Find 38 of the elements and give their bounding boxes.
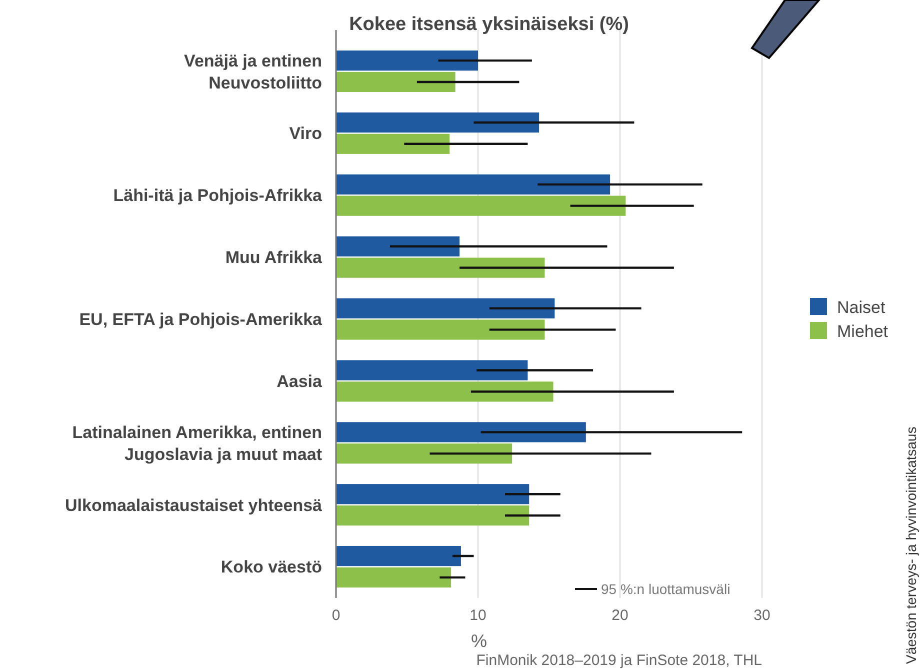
y-tick-label: Lähi-itä ja Pohjois-Afrikka (113, 186, 323, 206)
legend-label: Miehet (837, 322, 888, 341)
bar (336, 484, 530, 504)
bar (336, 422, 586, 442)
bar (336, 382, 554, 402)
x-tick-label: 20 (612, 607, 628, 624)
bar (336, 360, 528, 380)
y-tick-label: Muu Afrikka (225, 248, 323, 268)
bar (336, 546, 461, 566)
x-tick-label: 30 (754, 607, 770, 624)
bar (336, 174, 610, 194)
chart-title: Kokee itsensä yksinäiseksi (%) (349, 14, 629, 35)
text: Väestön terveys- ja hyvinvointikatsaus (903, 426, 919, 664)
text: FinMonik 2018–2019 ja FinSote 2018, THL (476, 652, 762, 669)
y-tick-label: Aasia (276, 372, 323, 391)
bar (336, 567, 452, 588)
y-tick-label: Viro (289, 124, 322, 144)
bar (336, 112, 540, 133)
bar (336, 320, 545, 340)
y-tick-label: Venäjä ja entinen Neuvostoliitto (184, 51, 322, 92)
x-tick-label: 0 (332, 607, 340, 624)
annotation: 95 %:n luottamusväli (601, 581, 730, 597)
bar (336, 505, 530, 526)
bar (336, 196, 626, 216)
x-axis-title: % (470, 631, 488, 651)
x-tick-label: 10 (470, 607, 486, 624)
y-tick-label: EU, EFTA ja Pohjois-Amerikka (79, 310, 323, 329)
bar (336, 134, 450, 154)
legend-label: Naiset (837, 298, 886, 317)
bar (336, 50, 478, 71)
bar (336, 298, 555, 318)
bar (336, 444, 512, 464)
y-tick-label: Koko väestö (220, 558, 322, 577)
bar (336, 236, 460, 256)
y-tick-label: Latinalainen Amerikka, entinen Jugoslavia ja muut maat (72, 422, 322, 464)
bar (336, 72, 456, 92)
bar (336, 258, 545, 278)
y-tick-label: Ulkomaalaistaustaiset yhteensä (64, 496, 323, 515)
